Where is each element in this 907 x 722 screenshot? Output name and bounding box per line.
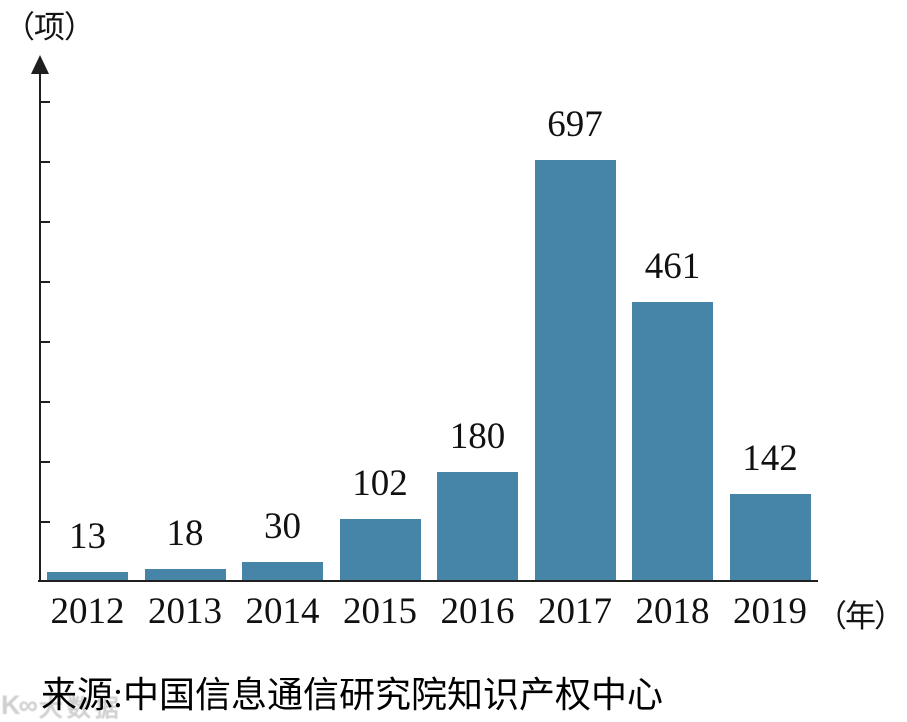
y-axis-tick: [41, 521, 50, 523]
bar-group-2019: 142 2019: [729, 0, 811, 632]
x-axis-unit-label: （年）: [816, 599, 905, 634]
bar-2018: [632, 302, 713, 580]
bar-2014: [242, 562, 323, 580]
watermark: K∞ 大数据: [1, 688, 123, 722]
bar-value-label: 18: [166, 513, 204, 555]
bar-2017: [534, 160, 616, 580]
bar-group-2018: 461 2018: [632, 0, 713, 632]
bar-2012: [47, 572, 128, 580]
watermark-text: 大数据: [38, 695, 123, 722]
y-axis-line: [39, 72, 41, 582]
bar-2013: [144, 569, 226, 580]
x-tick-label-2019: 2019: [733, 591, 807, 632]
bar-group-2016: 180 2016: [437, 0, 518, 632]
bar-value-label: 697: [547, 104, 603, 146]
bar-2019: [729, 494, 811, 580]
bar-2016: [437, 472, 518, 580]
x-tick-label-2014: 2014: [245, 591, 320, 632]
x-tick-label-2012: 2012: [50, 591, 125, 632]
x-tick-label-2017: 2017: [538, 591, 612, 632]
y-axis-tick: [41, 401, 50, 403]
y-axis-tick: [41, 221, 50, 223]
y-axis-tick: [41, 461, 50, 463]
x-tick-label-2015: 2015: [343, 591, 417, 632]
y-axis-tick: [41, 101, 50, 103]
bars-container: 13 2012 18 2013 30 2014 102 2015 180 201…: [47, 0, 811, 632]
y-axis-tick: [41, 281, 50, 283]
x-tick-label-2018: 2018: [635, 591, 710, 632]
bar-group-2015: 102 2015: [339, 0, 421, 632]
bar-group-2017: 697 2017: [534, 0, 616, 632]
bar-value-label: 180: [449, 416, 506, 458]
bar-2015: [339, 519, 421, 580]
bar-group-2012: 13 2012: [47, 0, 128, 632]
y-axis-unit-label: （项）: [4, 10, 95, 45]
bar-group-2013: 18 2013: [144, 0, 226, 632]
x-tick-label-2013: 2013: [148, 591, 222, 632]
y-axis-arrowhead-icon: [31, 55, 49, 74]
bar-group-2014: 30 2014: [242, 0, 323, 632]
x-tick-label-2016: 2016: [440, 591, 515, 632]
x-axis-line: [38, 580, 818, 582]
bar-value-label: 13: [69, 516, 106, 558]
bar-value-label: 102: [352, 463, 408, 505]
y-axis-tick: [41, 341, 50, 343]
bar-value-label: 142: [742, 438, 798, 480]
y-axis-tick: [41, 161, 50, 163]
watermark-logo-icon: K∞: [1, 690, 38, 720]
bar-value-label: 461: [644, 246, 701, 288]
source-caption: 来源:中国信息通信研究院知识产权中心: [41, 675, 664, 715]
bar-value-label: 30: [264, 506, 301, 548]
